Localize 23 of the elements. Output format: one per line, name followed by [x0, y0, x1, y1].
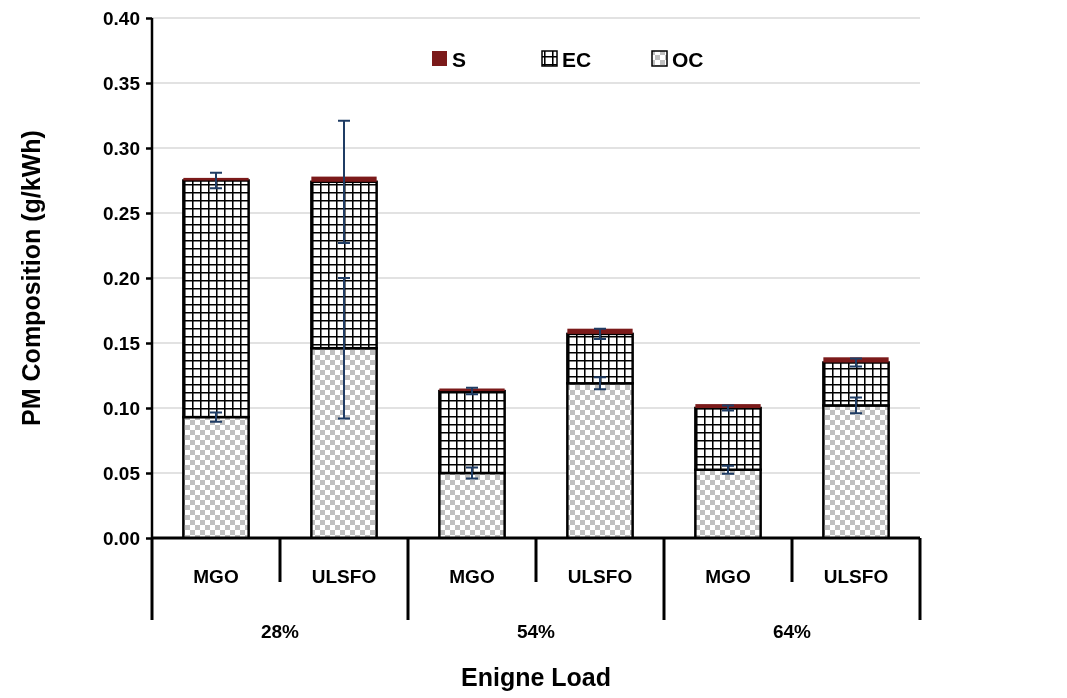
y-tick-label: 0.40	[103, 7, 140, 29]
x-axis-title: Enigne Load	[461, 663, 611, 691]
legend-label: EC	[562, 48, 592, 71]
text: 54%	[516, 621, 556, 642]
legend-label: OC	[672, 48, 704, 71]
y-axis-title: PM Composition (g/kWh)	[17, 130, 45, 426]
y-tick-label: 0.15	[103, 332, 141, 354]
x-tick-label: MGO	[449, 566, 495, 587]
x-tick-label: ULSFO	[567, 566, 633, 587]
text: 64%	[772, 621, 812, 642]
y-tick-label: 0.30	[103, 137, 140, 159]
y-tick-label: 0.10	[103, 397, 140, 419]
x-tick-label: ULSFO	[823, 566, 889, 587]
y-tick-label: 0.35	[103, 72, 141, 94]
y-tick-label: 0.25	[103, 202, 141, 224]
y-tick-label: 0.05	[103, 462, 141, 484]
y-tick-label: 0.20	[103, 267, 140, 289]
x-tick-label: ULSFO	[311, 566, 377, 587]
x-tick-label: MGO	[705, 566, 751, 587]
y-tick-label: 0.00	[103, 527, 140, 549]
x-tick-label: MGO	[193, 566, 239, 587]
text: 28%	[260, 621, 300, 642]
legend-label: S	[452, 48, 467, 71]
